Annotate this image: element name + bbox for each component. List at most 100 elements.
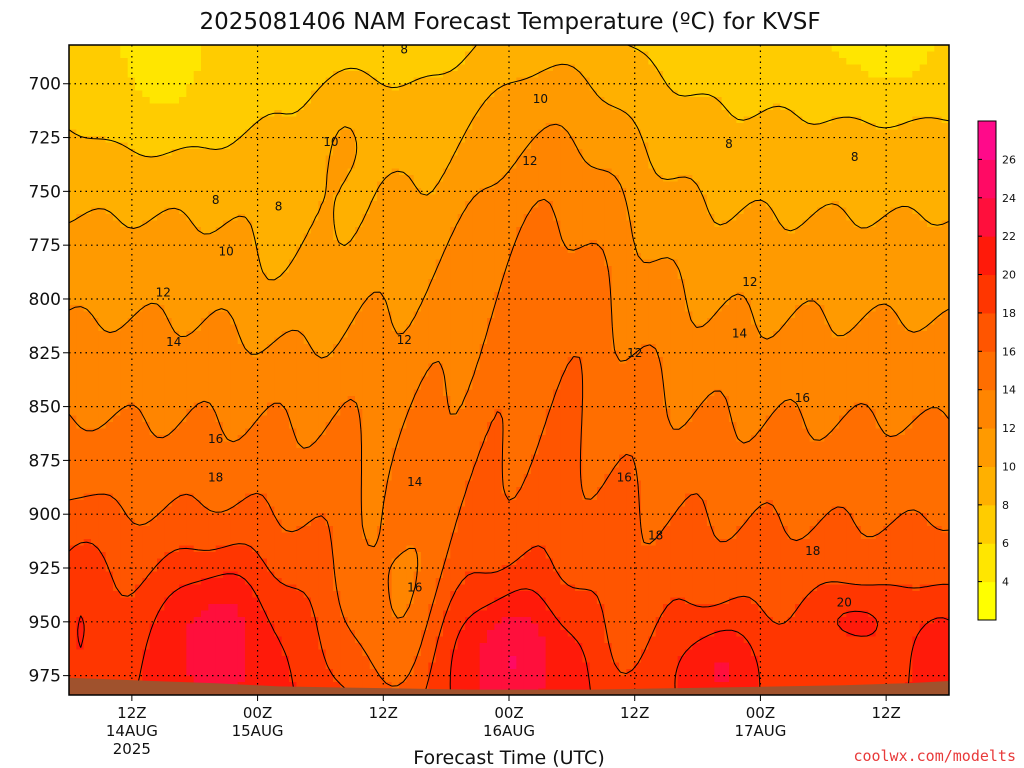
temperature-cell	[428, 259, 437, 267]
temperature-cell	[707, 220, 715, 228]
temperature-cell	[545, 155, 554, 163]
temperature-cell	[765, 142, 774, 150]
temperature-cell	[377, 149, 385, 157]
temperature-cell	[677, 214, 686, 222]
temperature-cell	[575, 207, 583, 215]
temperature-cell	[670, 266, 679, 274]
temperature-cell	[391, 285, 400, 293]
temperature-cell	[186, 103, 195, 111]
temperature-cell	[604, 246, 613, 254]
temperature-cell	[362, 51, 371, 59]
temperature-cell	[252, 71, 261, 79]
temperature-cell	[105, 305, 114, 313]
temperature-cell	[105, 51, 114, 59]
temperature-cell	[604, 298, 613, 306]
temperature-cell	[567, 279, 576, 287]
temperature-cell	[787, 214, 796, 222]
temperature-cell	[391, 259, 400, 267]
temperature-cell	[912, 246, 921, 254]
temperature-cell	[905, 136, 913, 144]
temperature-cell	[560, 259, 569, 267]
temperature-cell	[839, 246, 847, 254]
temperature-cell	[186, 155, 195, 163]
temperature-cell	[413, 149, 422, 157]
temperature-cell	[494, 298, 503, 306]
temperature-cell	[655, 259, 664, 267]
temperature-cell	[157, 175, 165, 183]
temperature-cell	[340, 136, 349, 144]
temperature-cell	[377, 233, 385, 241]
temperature-cell	[237, 227, 246, 235]
temperature-cell	[223, 259, 231, 267]
temperature-cell	[699, 71, 708, 79]
temperature-cell	[853, 214, 862, 222]
temperature-cell	[516, 110, 525, 118]
temperature-cell	[164, 214, 173, 222]
temperature-cell	[787, 201, 796, 209]
temperature-cell	[105, 220, 114, 228]
temperature-cell	[883, 51, 891, 59]
temperature-cell	[516, 233, 525, 241]
temperature-cell	[817, 84, 825, 92]
temperature-cell	[149, 227, 158, 235]
temperature-cell	[443, 149, 451, 157]
temperature-cell	[318, 162, 327, 170]
temperature-cell	[824, 155, 833, 163]
temperature-cell	[736, 305, 745, 313]
temperature-cell	[91, 259, 99, 267]
temperature-cell	[560, 305, 569, 313]
temperature-cell	[868, 84, 877, 92]
temperature-cell	[113, 240, 121, 248]
temperature-cell	[685, 149, 693, 157]
temperature-cell	[245, 272, 253, 280]
temperature-cell	[69, 227, 77, 235]
temperature-cell	[413, 279, 422, 287]
temperature-cell	[281, 175, 290, 183]
temperature-cell	[721, 155, 730, 163]
temperature-cell	[604, 279, 613, 287]
temperature-cell	[311, 84, 319, 92]
temperature-cell	[311, 103, 319, 111]
temperature-cell	[435, 220, 444, 228]
temperature-cell	[663, 292, 671, 300]
temperature-cell	[824, 129, 833, 137]
temperature-cell	[553, 123, 561, 131]
temperature-cell	[509, 175, 517, 183]
temperature-cell	[347, 305, 356, 313]
temperature-cell	[443, 51, 451, 59]
temperature-cell	[795, 58, 803, 66]
temperature-cell	[76, 84, 85, 92]
temperature-cell	[76, 155, 85, 163]
temperature-cell	[905, 84, 913, 92]
temperature-cell	[582, 123, 591, 131]
temperature-cell	[157, 64, 165, 72]
temperature-cell	[83, 259, 92, 267]
temperature-cell	[707, 103, 715, 111]
temperature-cell	[663, 214, 671, 222]
temperature-cell	[465, 51, 473, 59]
temperature-cell	[91, 103, 99, 111]
temperature-cell	[421, 123, 429, 131]
temperature-cell	[905, 201, 913, 209]
temperature-cell	[699, 84, 708, 92]
temperature-cell	[868, 272, 877, 280]
temperature-cell	[721, 71, 730, 79]
temperature-cell	[318, 142, 327, 150]
temperature-cell	[780, 58, 789, 66]
temperature-cell	[589, 292, 598, 300]
temperature-cell	[758, 64, 767, 72]
temperature-cell	[318, 45, 327, 53]
temperature-cell	[179, 136, 187, 144]
temperature-cell	[780, 129, 789, 137]
temperature-cell	[875, 201, 884, 209]
temperature-cell	[582, 220, 591, 228]
temperature-cell	[839, 84, 847, 92]
temperature-cell	[325, 220, 334, 228]
temperature-cell	[545, 142, 554, 150]
temperature-cell	[809, 305, 818, 313]
temperature-cell	[413, 175, 422, 183]
temperature-cell	[641, 246, 649, 254]
temperature-cell	[655, 155, 664, 163]
temperature-cell	[721, 175, 730, 183]
temperature-cell	[76, 214, 85, 222]
